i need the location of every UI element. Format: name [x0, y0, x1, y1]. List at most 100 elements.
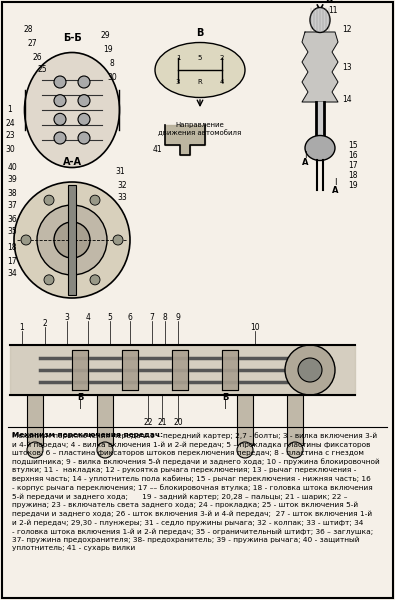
Polygon shape [172, 350, 188, 390]
Polygon shape [122, 350, 138, 390]
Text: 21: 21 [157, 418, 167, 427]
Circle shape [44, 195, 54, 205]
Text: 12: 12 [342, 25, 352, 34]
Text: 5: 5 [198, 55, 202, 61]
Text: 8: 8 [163, 313, 167, 322]
Text: |: | [79, 400, 81, 409]
Text: 32: 32 [117, 181, 127, 190]
Text: 29: 29 [100, 31, 110, 40]
Circle shape [37, 205, 107, 275]
Bar [237, 395, 253, 445]
Text: 35: 35 [7, 227, 17, 236]
Circle shape [90, 275, 100, 285]
Text: 22: 22 [143, 418, 153, 427]
Text: 2: 2 [43, 319, 47, 328]
Text: 28: 28 [23, 25, 33, 34]
Circle shape [113, 235, 123, 245]
Text: 39: 39 [7, 175, 17, 185]
Circle shape [78, 113, 90, 125]
Text: А-А: А-А [62, 157, 81, 167]
Polygon shape [10, 345, 355, 395]
Text: 9: 9 [175, 313, 181, 322]
Text: Механизм переключения передач:: Механизм переключения передач: [12, 432, 163, 438]
Text: Механизм переключения передач: 1 – передний картер; 2,7 - болты; 3 - вилка включ: Механизм переключения передач: 1 – перед… [12, 432, 380, 551]
Text: 30: 30 [5, 145, 15, 154]
Text: 36: 36 [7, 214, 17, 223]
Text: 5: 5 [107, 313, 113, 322]
Text: 31: 31 [115, 167, 125, 176]
Circle shape [78, 132, 90, 144]
Bar [68, 185, 76, 295]
Polygon shape [302, 32, 338, 102]
Text: Направление
движения автомобиля: Направление движения автомобиля [158, 122, 242, 136]
Polygon shape [72, 350, 88, 390]
Text: 33: 33 [117, 193, 127, 202]
Text: 13: 13 [342, 63, 352, 72]
Circle shape [54, 113, 66, 125]
Circle shape [54, 222, 90, 258]
Circle shape [78, 95, 90, 107]
Circle shape [54, 76, 66, 88]
Ellipse shape [24, 52, 120, 167]
Text: 4: 4 [86, 313, 90, 322]
Text: |: | [224, 400, 226, 409]
Text: 2: 2 [220, 55, 224, 61]
Text: 18: 18 [7, 244, 17, 253]
Circle shape [78, 76, 90, 88]
Text: I: I [334, 178, 336, 187]
Text: 14: 14 [342, 95, 352, 104]
Polygon shape [165, 125, 205, 155]
Text: 37: 37 [7, 202, 17, 211]
Text: 1: 1 [176, 55, 180, 61]
Text: 10: 10 [250, 323, 260, 331]
Text: I: I [304, 151, 306, 160]
Ellipse shape [305, 136, 335, 160]
Text: 16: 16 [348, 151, 357, 160]
Ellipse shape [155, 43, 245, 97]
Text: 6: 6 [128, 313, 132, 322]
Polygon shape [222, 350, 238, 390]
Bar [287, 395, 303, 445]
Text: 11: 11 [328, 6, 337, 15]
Circle shape [237, 442, 253, 458]
Circle shape [27, 442, 43, 458]
Text: 19: 19 [348, 181, 357, 190]
Text: 41: 41 [152, 145, 162, 154]
Text: 3: 3 [64, 313, 70, 322]
Polygon shape [316, 102, 324, 140]
Text: 15: 15 [348, 141, 357, 150]
Text: 19: 19 [103, 46, 113, 55]
Text: 7: 7 [150, 313, 154, 322]
Text: 8: 8 [110, 59, 115, 68]
Circle shape [285, 345, 335, 395]
Bar [97, 395, 113, 445]
Text: 1: 1 [20, 323, 24, 331]
Text: 30: 30 [107, 73, 117, 82]
Text: 38: 38 [7, 188, 17, 197]
Circle shape [298, 358, 322, 382]
Text: 20: 20 [173, 418, 183, 427]
Text: 17: 17 [348, 161, 357, 170]
Text: A: A [302, 158, 308, 167]
Circle shape [54, 132, 66, 144]
Text: 25: 25 [37, 65, 47, 74]
Text: 18: 18 [348, 171, 357, 180]
Circle shape [287, 442, 303, 458]
Text: 1: 1 [8, 106, 12, 115]
Text: В: В [196, 28, 204, 38]
Text: 26: 26 [32, 52, 42, 61]
Ellipse shape [310, 7, 330, 32]
Circle shape [14, 182, 130, 298]
Text: 23: 23 [5, 131, 15, 140]
Text: 3: 3 [176, 79, 180, 85]
Circle shape [44, 275, 54, 285]
Text: 24: 24 [5, 118, 15, 127]
Text: Б-Б: Б-Б [63, 33, 81, 43]
Text: 40: 40 [7, 163, 17, 172]
Bar [27, 395, 43, 445]
Text: В: В [325, 0, 332, 4]
Text: 17: 17 [7, 257, 17, 265]
Text: 34: 34 [7, 269, 17, 278]
Text: A: A [332, 186, 338, 195]
Text: 27: 27 [27, 40, 37, 49]
